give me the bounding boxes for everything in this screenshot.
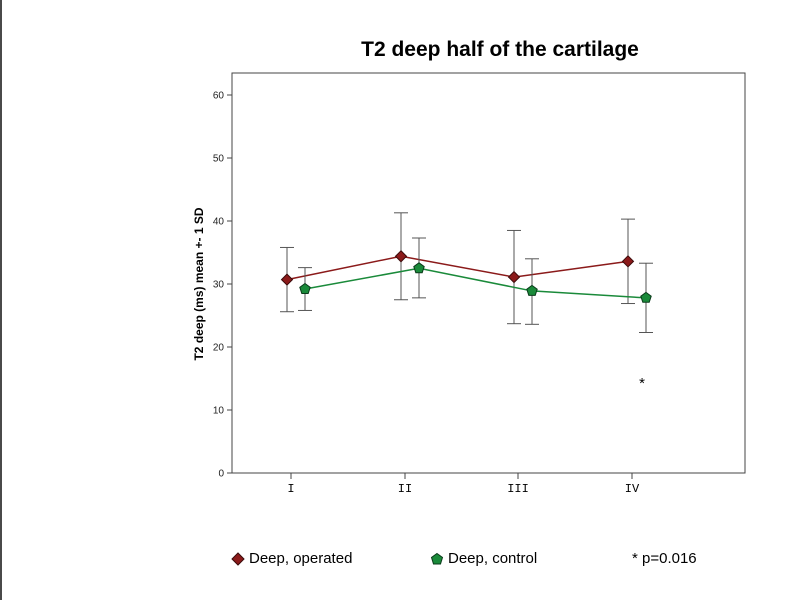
plot-frame	[231, 72, 746, 474]
y-tick-label-10: 10	[213, 406, 225, 417]
chart-title: T2 deep half of the cartilage	[361, 38, 639, 61]
data-point-s0-II	[394, 250, 408, 263]
series-layer	[280, 212, 653, 334]
series-line-0	[286, 255, 629, 281]
y-tick-label-50: 50	[213, 154, 225, 165]
x-tick-label-IV: IV	[625, 482, 640, 496]
x-tick-label-II: II	[398, 482, 412, 496]
series-line-1	[304, 267, 647, 299]
y-tick-label-60: 60	[213, 91, 225, 102]
data-point-s1-I	[299, 282, 311, 294]
legend-label-control: Deep, control	[448, 550, 538, 567]
data-point-s0-I	[280, 273, 294, 286]
annotation-0: *	[639, 375, 645, 392]
legend-item-control: Deep, control	[430, 550, 537, 567]
y-tick-label-20: 20	[213, 343, 225, 354]
y-tick-label-30: 30	[213, 280, 225, 291]
y-tick-label-0: 0	[218, 469, 224, 480]
data-point-s1-III	[526, 284, 538, 296]
y-axis-label: T2 deep (ms) mean +- 1 SD	[192, 207, 206, 361]
significance-note: * p=0.016	[632, 550, 697, 567]
legend-label-operated: Deep, operated	[249, 550, 353, 567]
x-axis: I II III IV	[287, 473, 640, 496]
annotation-layer: *	[639, 375, 645, 392]
x-tick-label-I: I	[287, 482, 294, 496]
legend-item-operated: Deep, operated	[231, 550, 352, 567]
x-tick-label-III: III	[507, 482, 529, 496]
y-axis: 0 10 20 30 40 50 60	[213, 91, 232, 480]
y-tick-label-40: 40	[213, 217, 225, 228]
diamond-marker-icon	[231, 551, 245, 566]
data-point-s1-II	[413, 262, 425, 274]
data-point-s0-IV	[621, 255, 635, 268]
window-left-border	[0, 0, 2, 600]
data-point-s1-IV	[640, 291, 652, 303]
pentagon-marker-icon	[430, 552, 444, 564]
data-point-s0-III	[507, 270, 521, 284]
